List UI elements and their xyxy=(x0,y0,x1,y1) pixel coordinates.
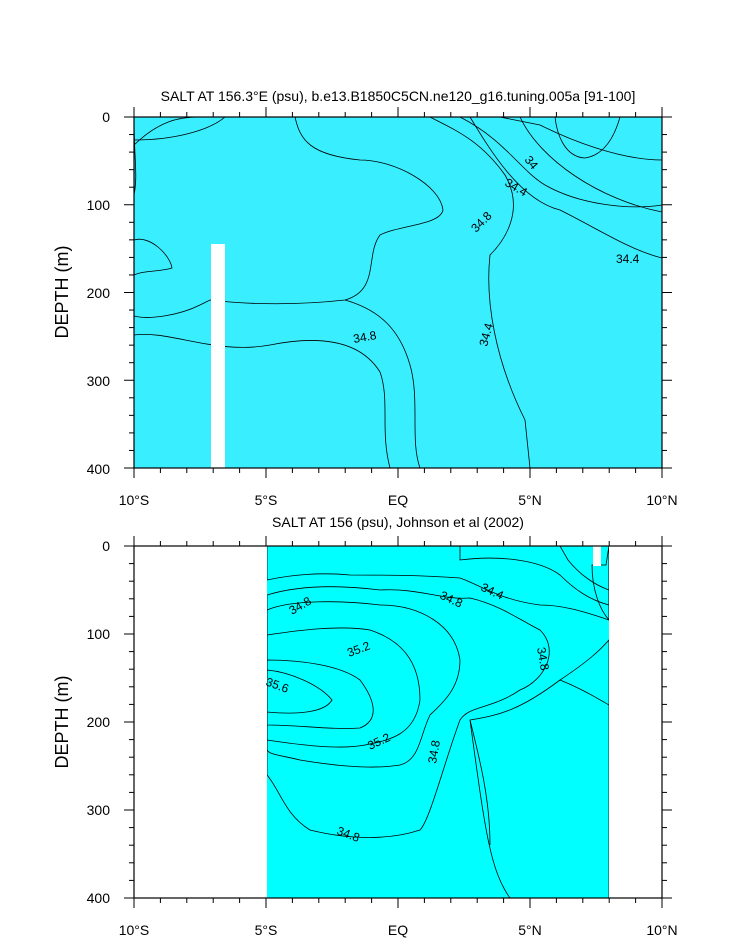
top-ytick-2: 200 xyxy=(87,285,111,301)
bottom-title: SALT AT 156 (psu), Johnson et al (2002) xyxy=(272,514,524,530)
bottom-label-5: 34.8 xyxy=(534,646,552,672)
top-title: SALT AT 156.3°E (psu), b.e13.B1850C5CN.n… xyxy=(161,88,636,104)
bottom-contour-field xyxy=(267,546,609,898)
top-x-axis: 10°S 5°S EQ 5°N 10°N xyxy=(119,492,678,508)
top-y-axis: DEPTH (m) 0 100 200 300 400 xyxy=(52,109,110,477)
bottom-panel: SALT AT 156 (psu), Johnson et al (2002) xyxy=(52,514,678,938)
top-ytick-1: 100 xyxy=(87,197,111,213)
top-y-label: DEPTH (m) xyxy=(52,246,72,339)
bottom-xtick-4: 10°N xyxy=(646,922,677,938)
bottom-x-axis: 10°S 5°S EQ 5°N 10°N xyxy=(119,922,678,938)
bottom-y-label: DEPTH (m) xyxy=(52,676,72,769)
top-ytick-4: 400 xyxy=(87,461,111,477)
top-contour-field xyxy=(134,117,662,468)
top-panel: SALT AT 156.3°E (psu), b.e13.B1850C5CN.n… xyxy=(52,88,678,508)
bottom-xtick-3: 5°N xyxy=(518,922,542,938)
bottom-tick-marks xyxy=(124,536,672,908)
top-xtick-1: 5°S xyxy=(255,492,278,508)
bottom-ytick-3: 300 xyxy=(87,802,111,818)
top-tick-marks xyxy=(124,107,672,478)
top-ytick-0: 0 xyxy=(102,109,110,125)
top-ytick-3: 300 xyxy=(87,373,111,389)
top-contour-labels: 34 34.4 34.8 34.4 34.8 34.4 xyxy=(352,153,640,348)
bottom-ytick-2: 200 xyxy=(87,714,111,730)
bottom-y-axis: DEPTH (m) 0 100 200 300 400 xyxy=(52,538,110,906)
bottom-ytick-0: 0 xyxy=(102,538,110,554)
bottom-ytick-4: 400 xyxy=(87,890,111,906)
top-label-4: 34.4 xyxy=(616,252,640,266)
bottom-label-8: 34.8 xyxy=(425,739,443,765)
top-xtick-4: 10°N xyxy=(646,492,677,508)
top-xtick-0: 10°S xyxy=(119,492,150,508)
top-xtick-2: EQ xyxy=(388,492,408,508)
bottom-ytick-1: 100 xyxy=(87,626,111,642)
bottom-xtick-1: 5°S xyxy=(255,922,278,938)
bottom-xtick-2: EQ xyxy=(388,922,408,938)
top-label-6: 34.4 xyxy=(476,321,496,347)
bottom-xtick-0: 10°S xyxy=(119,922,150,938)
top-label-5: 34.8 xyxy=(352,328,378,346)
top-xtick-3: 5°N xyxy=(518,492,542,508)
